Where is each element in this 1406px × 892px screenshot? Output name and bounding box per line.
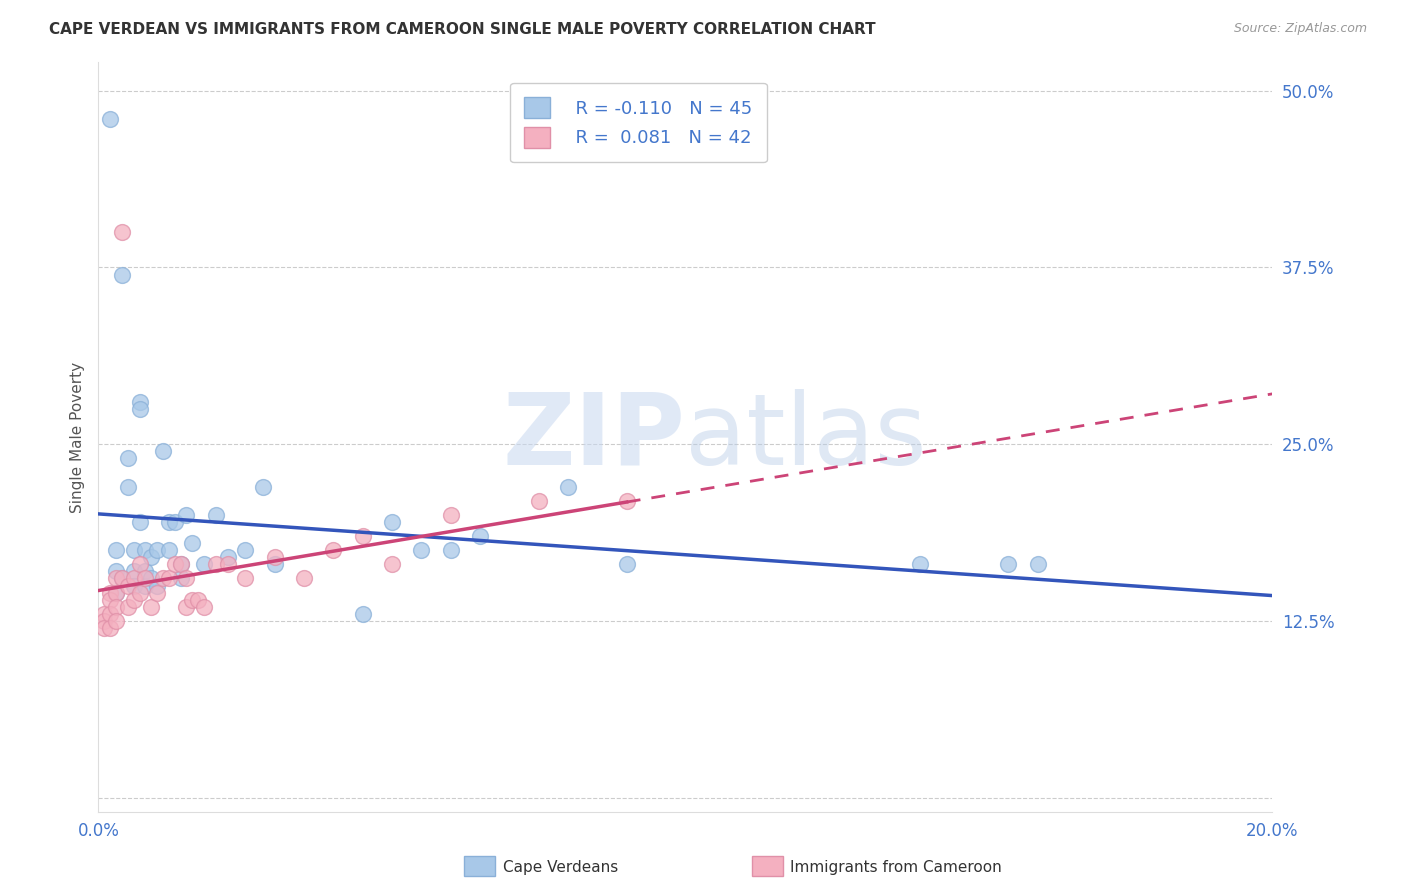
- Point: [352, 607, 374, 621]
- Point: [93, 614, 115, 628]
- Point: [176, 599, 198, 614]
- Point: [111, 225, 134, 239]
- Point: [134, 571, 156, 585]
- Point: [117, 479, 139, 493]
- Point: [181, 536, 204, 550]
- Point: [163, 558, 186, 572]
- Point: [105, 585, 128, 599]
- Point: [141, 550, 163, 565]
- Point: [141, 599, 163, 614]
- Point: [181, 592, 204, 607]
- Text: atlas: atlas: [686, 389, 927, 485]
- Point: [616, 558, 638, 572]
- Point: [439, 543, 461, 558]
- Point: [217, 550, 239, 565]
- Point: [997, 558, 1019, 572]
- Point: [134, 565, 156, 579]
- Point: [910, 558, 932, 572]
- Point: [381, 515, 404, 529]
- Point: [468, 529, 491, 543]
- Y-axis label: Single Male Poverty: Single Male Poverty: [69, 361, 84, 513]
- Text: Source: ZipAtlas.com: Source: ZipAtlas.com: [1233, 22, 1367, 36]
- Point: [1026, 558, 1049, 572]
- Point: [111, 571, 134, 585]
- Point: [169, 571, 191, 585]
- Point: [411, 543, 433, 558]
- Point: [105, 571, 128, 585]
- Text: ZIP: ZIP: [502, 389, 686, 485]
- Point: [122, 571, 145, 585]
- Point: [292, 571, 315, 585]
- Point: [146, 585, 169, 599]
- Point: [352, 529, 374, 543]
- Point: [93, 621, 115, 635]
- Point: [105, 543, 128, 558]
- Point: [157, 571, 180, 585]
- Point: [205, 558, 228, 572]
- Point: [146, 578, 169, 592]
- Point: [263, 558, 285, 572]
- Legend:   R = -0.110   N = 45,   R =  0.081   N = 42: R = -0.110 N = 45, R = 0.081 N = 42: [510, 83, 766, 162]
- Text: CAPE VERDEAN VS IMMIGRANTS FROM CAMEROON SINGLE MALE POVERTY CORRELATION CHART: CAPE VERDEAN VS IMMIGRANTS FROM CAMEROON…: [49, 22, 876, 37]
- Point: [322, 543, 344, 558]
- Point: [169, 558, 191, 572]
- Point: [157, 543, 180, 558]
- Point: [134, 578, 156, 592]
- Point: [128, 401, 150, 416]
- Point: [128, 394, 150, 409]
- Point: [187, 592, 209, 607]
- Point: [105, 565, 128, 579]
- Point: [134, 543, 156, 558]
- Point: [98, 112, 121, 126]
- Point: [111, 571, 134, 585]
- Point: [122, 578, 145, 592]
- Point: [163, 515, 186, 529]
- Point: [233, 543, 256, 558]
- Point: [252, 479, 274, 493]
- Point: [105, 585, 128, 599]
- Point: [381, 558, 404, 572]
- Text: Immigrants from Cameroon: Immigrants from Cameroon: [790, 861, 1002, 875]
- Point: [616, 493, 638, 508]
- Point: [141, 571, 163, 585]
- Point: [205, 508, 228, 522]
- Point: [117, 451, 139, 466]
- Point: [193, 558, 215, 572]
- Point: [111, 268, 134, 282]
- Point: [98, 607, 121, 621]
- Point: [263, 550, 285, 565]
- Point: [105, 614, 128, 628]
- Point: [128, 585, 150, 599]
- Point: [128, 558, 150, 572]
- Point: [105, 599, 128, 614]
- Point: [117, 578, 139, 592]
- Point: [98, 621, 121, 635]
- Point: [152, 444, 174, 458]
- Point: [98, 585, 121, 599]
- Point: [93, 607, 115, 621]
- Point: [217, 558, 239, 572]
- Point: [128, 515, 150, 529]
- Text: Cape Verdeans: Cape Verdeans: [503, 861, 619, 875]
- Point: [122, 565, 145, 579]
- Point: [157, 515, 180, 529]
- Point: [146, 543, 169, 558]
- Point: [117, 599, 139, 614]
- Point: [176, 571, 198, 585]
- Point: [122, 543, 145, 558]
- Point: [439, 508, 461, 522]
- Point: [169, 558, 191, 572]
- Point: [176, 508, 198, 522]
- Point: [98, 592, 121, 607]
- Point: [233, 571, 256, 585]
- Point: [527, 493, 550, 508]
- Point: [557, 479, 579, 493]
- Point: [152, 571, 174, 585]
- Point: [193, 599, 215, 614]
- Point: [122, 592, 145, 607]
